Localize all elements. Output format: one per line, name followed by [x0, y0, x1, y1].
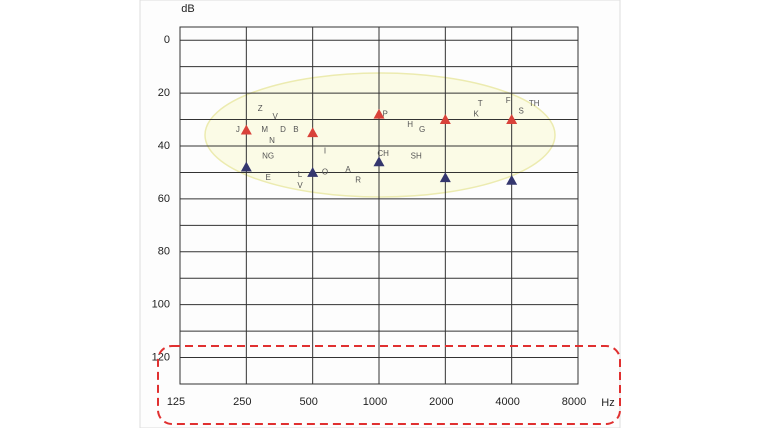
annotation: B: [293, 125, 298, 134]
highlight-box: [157, 345, 621, 425]
triangle-marker: [439, 172, 451, 183]
annotation: P: [382, 109, 387, 118]
x-tick-label: 500: [299, 396, 317, 408]
y-tick-label: 40: [158, 140, 170, 152]
annotation: NG: [262, 152, 274, 161]
y-tick-label: 100: [152, 299, 170, 311]
triangle-marker: [506, 174, 518, 185]
annotation: L: [298, 170, 303, 179]
annotation: J: [236, 125, 240, 134]
annotation: O: [322, 168, 328, 177]
annotation: G: [419, 125, 425, 134]
x-tick-label: 4000: [495, 396, 519, 408]
triangle-marker: [307, 127, 319, 138]
triangle-marker: [506, 114, 518, 124]
x-axis-label: Hz: [601, 397, 614, 409]
triangle-marker: [307, 166, 319, 177]
annotation: Z: [258, 104, 263, 113]
annotation: SH: [411, 152, 422, 161]
annotation: V: [273, 112, 279, 121]
y-tick-label: 120: [152, 351, 170, 363]
x-tick-label: 1000: [363, 396, 387, 408]
x-tick-label: 125: [167, 396, 185, 408]
annotation: V: [297, 181, 303, 190]
annotation: S: [519, 107, 524, 116]
annotation: M: [261, 125, 268, 134]
triangle-marker: [240, 161, 252, 172]
x-tick-label: 250: [233, 396, 251, 408]
annotation: N: [269, 136, 275, 145]
x-tick-label: 2000: [429, 396, 453, 408]
annotation: CH: [377, 149, 389, 158]
y-tick-label: 80: [158, 246, 170, 258]
speech-banana: [204, 72, 556, 198]
triangle-marker: [439, 114, 451, 124]
x-tick-label: 8000: [562, 396, 586, 408]
annotation: I: [324, 146, 326, 155]
annotation: F: [506, 96, 511, 105]
annotation: D: [280, 125, 286, 134]
annotation: K: [474, 109, 480, 118]
triangle-marker: [240, 124, 252, 135]
y-tick-label: 60: [158, 193, 170, 205]
y-axis-label: dB: [181, 3, 194, 15]
triangle-marker: [373, 108, 385, 119]
annotation: E: [265, 173, 270, 182]
plot: 0 20 40 60 80 100 120 125 250 500 1000 2000 4000 8000…: [152, 26, 586, 408]
annotation: TH: [529, 99, 540, 108]
annotation: A: [345, 165, 351, 174]
annotation: R: [355, 175, 361, 184]
y-tick-label: 20: [158, 87, 170, 99]
annotation: T: [478, 99, 483, 108]
triangle-marker: [373, 156, 385, 167]
annotation: H: [407, 120, 413, 129]
y-tick-label: 0: [164, 34, 170, 46]
paper: [139, 0, 621, 428]
